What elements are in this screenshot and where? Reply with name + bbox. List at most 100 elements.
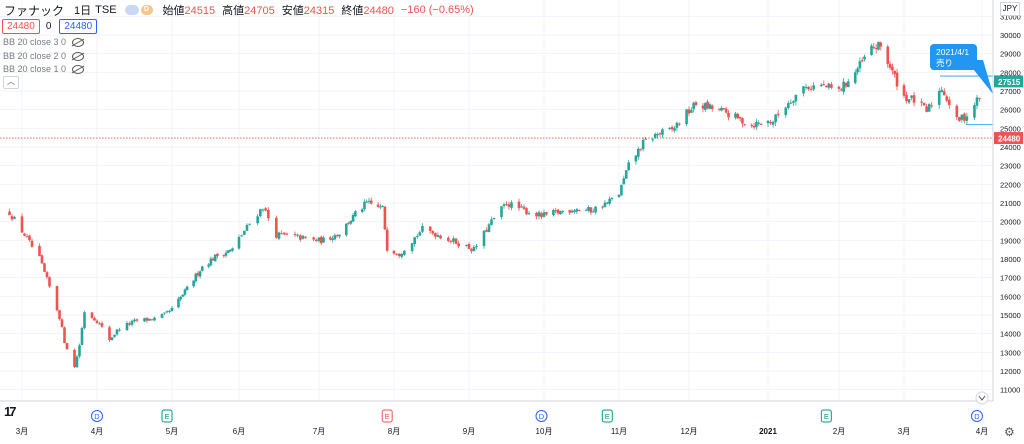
eye-hidden-icon[interactable] xyxy=(72,64,85,74)
candle-body xyxy=(540,213,543,218)
price-axis[interactable]: 11000 12000 13000 14000 15000 16000 17000 18000… xyxy=(992,0,1023,401)
candle-body xyxy=(55,286,59,311)
candle-body xyxy=(577,210,581,212)
candle-body xyxy=(874,48,878,50)
dividend-marker[interactable]: D xyxy=(91,410,103,422)
candle-body xyxy=(256,216,259,224)
candle-body xyxy=(610,197,614,199)
candle-body xyxy=(160,314,164,318)
candle-body xyxy=(870,45,873,55)
price-tick-label: 19000 xyxy=(1000,236,1021,245)
candle-body xyxy=(858,61,862,69)
symbol-name[interactable]: ファナック xyxy=(4,3,65,18)
candle-body xyxy=(734,113,737,118)
time-tick-label: 7月 xyxy=(313,427,325,436)
candle-body xyxy=(108,327,111,341)
candle-body xyxy=(415,236,419,238)
candle-body xyxy=(617,194,621,198)
candle-body xyxy=(752,126,756,128)
candle-body xyxy=(400,253,404,257)
candle-body xyxy=(872,47,876,49)
price-tick-label: 24000 xyxy=(1000,143,1021,152)
dividend-marker[interactable]: D xyxy=(970,410,983,422)
candle-body xyxy=(439,235,442,239)
earnings-marker[interactable]: E xyxy=(601,409,613,423)
time-axis[interactable]: 3月 4月 5月 6月 7月 8月 9月 10月 11月 12月 2021 2月 3月 4月 xyxy=(0,400,993,436)
price-tick-label: 18000 xyxy=(1000,255,1021,264)
indicator-row[interactable]: BB 20 close 2 0 xyxy=(3,51,85,61)
eye-hidden-icon[interactable] xyxy=(72,37,85,47)
tradingview-logo[interactable]: 17 xyxy=(4,404,17,419)
candle-body xyxy=(351,215,355,222)
candle-body xyxy=(717,108,721,110)
candle-body xyxy=(955,105,959,118)
price-tick-label: 27000 xyxy=(1000,87,1021,96)
candle-body xyxy=(940,89,944,93)
buy-button[interactable]: 24480 xyxy=(59,19,98,34)
candle-body xyxy=(452,238,455,242)
candle-body xyxy=(312,237,315,240)
time-tick-label: 2021 xyxy=(759,427,777,436)
candle-body xyxy=(930,105,933,107)
candle-body xyxy=(656,134,659,136)
gear-icon[interactable]: ⚙ xyxy=(1004,425,1015,439)
candle-body xyxy=(237,236,241,249)
candle-body xyxy=(48,277,51,287)
candle-body xyxy=(771,121,775,125)
earnings-marker[interactable]: E xyxy=(820,409,832,423)
annotation-lines[interactable]: 2021/4/1売り xyxy=(930,44,993,125)
candle-body xyxy=(392,250,396,254)
candle-body xyxy=(907,99,911,103)
currency-selector[interactable]: JPY xyxy=(1000,2,1020,16)
candle-body xyxy=(231,248,234,251)
dividend-marker[interactable]: D xyxy=(535,410,548,422)
event-label: D xyxy=(974,412,980,421)
collapse-legend-button[interactable]: ︿ xyxy=(3,76,19,89)
earnings-box xyxy=(820,409,832,423)
callout-date: 2021/4/1 xyxy=(936,47,969,57)
candle-body xyxy=(243,230,246,235)
candle-body xyxy=(507,204,511,207)
candle-body xyxy=(436,235,440,237)
eye-hidden-icon[interactable] xyxy=(72,51,85,61)
earnings-marker[interactable]: E xyxy=(381,409,393,423)
earnings-box xyxy=(161,409,173,423)
event-label: E xyxy=(824,412,829,421)
candle-body xyxy=(98,323,101,325)
candle-body xyxy=(573,210,576,212)
indicator-row[interactable]: BB 20 close 3 0 xyxy=(3,37,85,47)
callout-action: 売り xyxy=(936,58,953,68)
candle-body xyxy=(535,212,538,217)
candle-body xyxy=(338,234,341,237)
trade-buttons: 24480 0 24480 xyxy=(2,19,98,34)
candle-body xyxy=(554,210,558,212)
candle-body xyxy=(482,230,486,247)
candle-body xyxy=(792,101,795,103)
candle-body xyxy=(902,85,906,96)
candle-body xyxy=(722,108,726,110)
scroll-to-realtime-button[interactable] xyxy=(975,391,989,405)
sell-button[interactable]: 24480 xyxy=(2,19,40,34)
close-label: 終値 xyxy=(341,5,364,17)
candle-body xyxy=(135,319,139,321)
candle-body xyxy=(724,108,728,113)
candle-body xyxy=(807,86,810,90)
candle-body xyxy=(492,217,496,219)
candle-body xyxy=(283,232,286,235)
candle-body xyxy=(678,123,681,125)
candle-body xyxy=(942,91,946,96)
interval[interactable]: 1日 xyxy=(74,5,92,17)
time-tick-label: 9月 xyxy=(463,427,475,436)
last-price-label-bg xyxy=(994,132,1023,145)
candle-body xyxy=(694,102,698,105)
exchange: TSE xyxy=(95,4,117,16)
candle-body xyxy=(163,312,166,314)
candle-body xyxy=(886,46,890,64)
candle-body xyxy=(720,107,723,111)
indicator-row[interactable]: BB 20 close 1 0 xyxy=(3,64,85,74)
candle-body xyxy=(825,86,828,88)
earnings-marker[interactable]: E xyxy=(161,409,173,423)
